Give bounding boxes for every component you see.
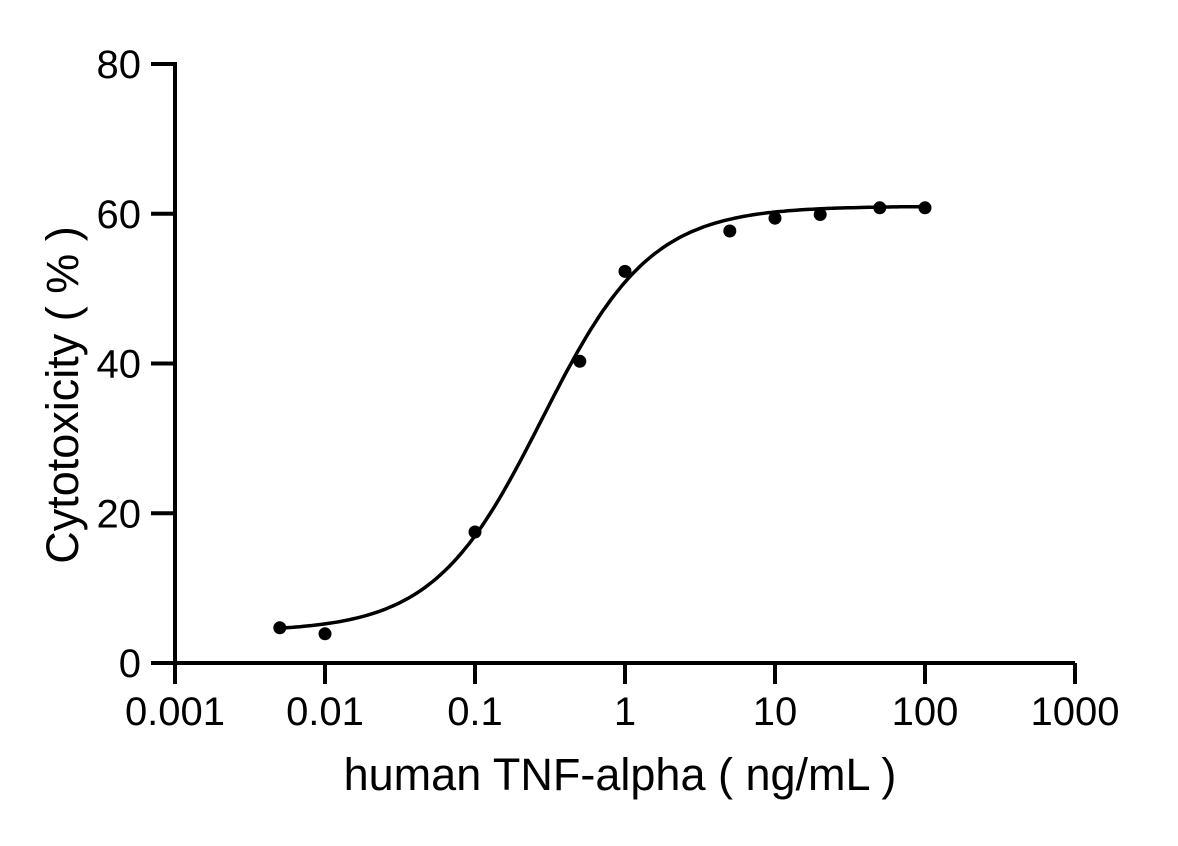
data-point bbox=[468, 525, 482, 539]
x-tick-label: 0.001 bbox=[125, 690, 225, 734]
y-tick-label: 40 bbox=[97, 343, 142, 387]
data-point bbox=[573, 354, 587, 368]
x-tick-label: 1 bbox=[614, 690, 636, 734]
data-point bbox=[618, 264, 632, 278]
x-axis-title: human TNF-alpha ( ng/mL ) bbox=[344, 749, 897, 800]
fit-curve bbox=[278, 204, 927, 630]
x-tick-label: 0.01 bbox=[286, 690, 364, 734]
data-point bbox=[918, 201, 932, 215]
axis-ticks bbox=[151, 62, 1077, 684]
data-point bbox=[723, 224, 737, 238]
x-tick-label: 100 bbox=[892, 690, 959, 734]
x-tick-label: 1000 bbox=[1031, 690, 1120, 734]
x-tick-label: 0.1 bbox=[447, 690, 503, 734]
data-point bbox=[813, 208, 827, 221]
y-tick-label: 60 bbox=[97, 193, 142, 237]
y-axis-title: Cytotoxicity ( % ) bbox=[37, 226, 88, 564]
axes bbox=[173, 62, 1075, 665]
data-point bbox=[873, 201, 887, 215]
y-tick-label: 0 bbox=[119, 642, 141, 686]
axis-tick-labels: 0.001 0.01 0.1 1 10 100 1000 0 20 40 60 80 bbox=[97, 43, 1120, 734]
x-tick-label: 10 bbox=[753, 690, 798, 734]
data-point bbox=[273, 621, 287, 635]
data-point bbox=[768, 211, 782, 225]
y-tick-label: 80 bbox=[97, 43, 142, 87]
data-points bbox=[273, 201, 932, 641]
data-point bbox=[318, 627, 332, 641]
y-tick-label: 20 bbox=[97, 492, 142, 536]
